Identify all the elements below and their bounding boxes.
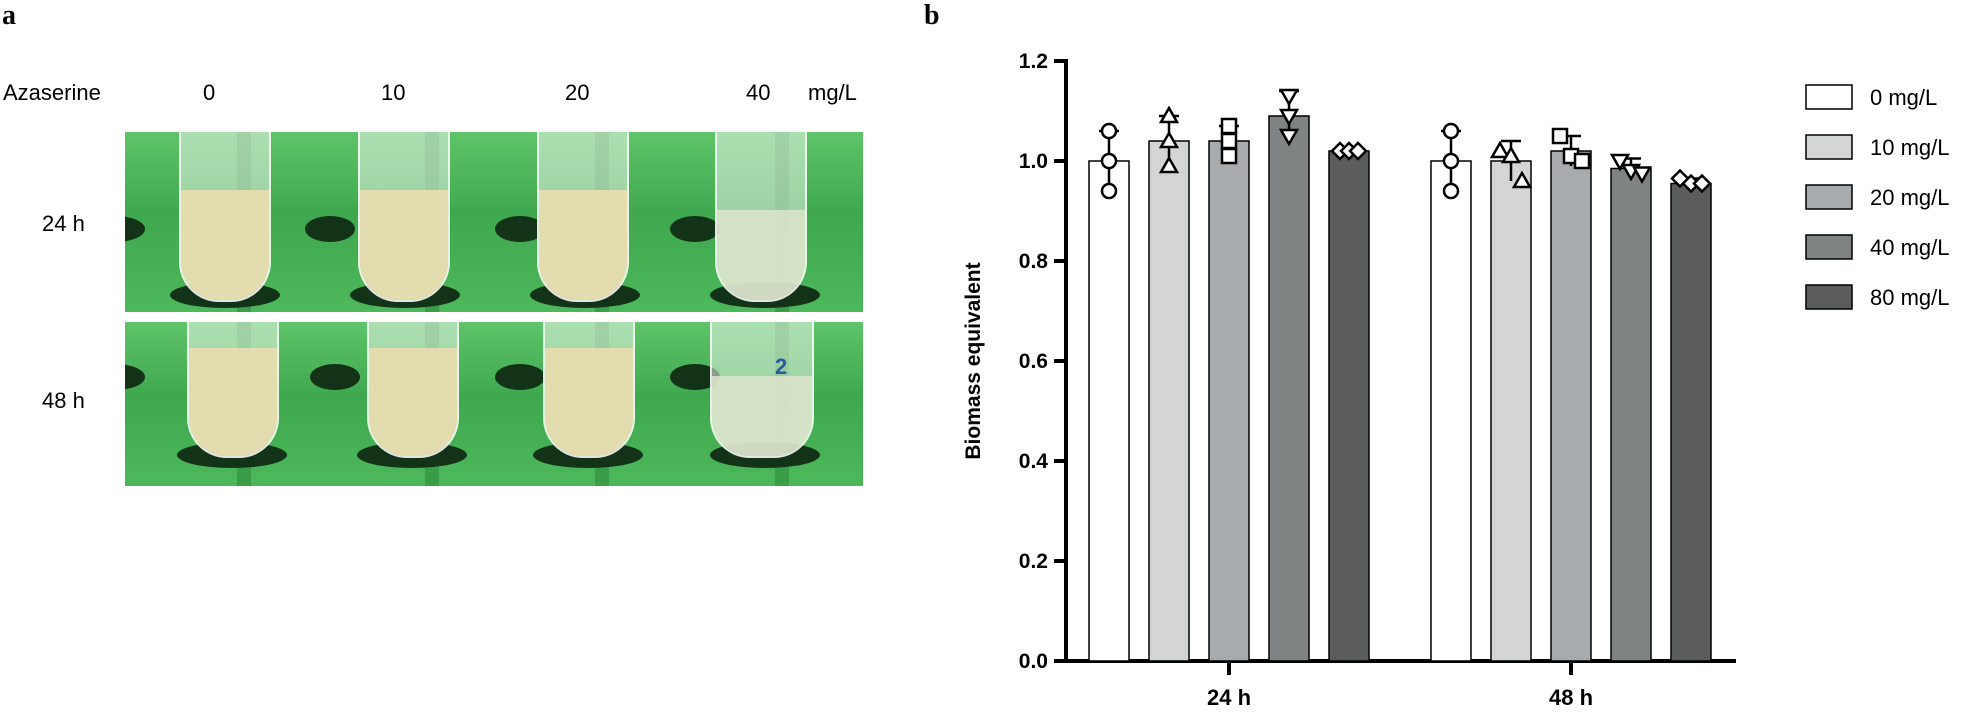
tube-graduation-mark: 2 — [775, 354, 788, 379]
bar-0-mg-l — [1088, 160, 1130, 662]
legend-label: 80 mg/L — [1870, 285, 1950, 310]
photo-24h — [125, 132, 863, 312]
data-point — [1220, 147, 1238, 165]
legend-label: 20 mg/L — [1870, 185, 1950, 210]
legend-swatch — [1805, 134, 1853, 160]
bar-20-mg-l — [1208, 140, 1250, 662]
conc-label-40: 40 — [746, 80, 771, 105]
bar-20-mg-l — [1550, 150, 1592, 662]
bar-10-mg-l — [1148, 140, 1190, 662]
legend-swatch — [1805, 84, 1853, 110]
data-point — [1500, 145, 1522, 164]
legend-label: 0 mg/L — [1870, 85, 1937, 110]
panel-label-a: a — [2, 0, 16, 31]
y-tick-label: 0.4 — [1019, 450, 1049, 473]
data-point — [1609, 153, 1631, 172]
data-point — [1511, 170, 1533, 189]
data-point — [1551, 127, 1569, 145]
test-tube — [179, 132, 271, 302]
data-point — [1442, 182, 1460, 200]
time-label-24h: 24 h — [42, 211, 85, 236]
data-point — [1278, 88, 1300, 107]
y-tick-label: 1.2 — [1019, 50, 1048, 73]
data-point — [1278, 108, 1300, 127]
data-point — [1158, 105, 1180, 124]
bar-80-mg-l — [1670, 182, 1712, 662]
time-label-48h: 48 h — [42, 388, 85, 413]
data-point — [1573, 152, 1591, 170]
unit-label: mg/L — [808, 80, 857, 105]
bar-40-mg-l — [1268, 115, 1310, 662]
test-tube — [543, 322, 635, 458]
bar-10-mg-l — [1490, 160, 1532, 662]
data-point — [1100, 182, 1118, 200]
bar-40-mg-l — [1610, 167, 1652, 662]
y-tick-label: 0.6 — [1019, 350, 1048, 373]
test-tube — [537, 132, 629, 302]
data-point — [1348, 141, 1368, 161]
conc-label-0: 0 — [203, 80, 216, 105]
data-point — [1158, 130, 1180, 149]
test-tube — [715, 132, 807, 302]
bar-0-mg-l — [1430, 160, 1472, 662]
data-point — [1278, 128, 1300, 147]
y-axis-label: Biomass equivalent — [962, 262, 985, 459]
legend-label: 10 mg/L — [1870, 135, 1950, 160]
test-tube — [358, 132, 450, 302]
data-point — [1442, 122, 1460, 140]
data-point — [1631, 166, 1653, 185]
x-tick-label: 48 h — [1549, 685, 1593, 710]
data-point — [1100, 152, 1118, 170]
data-point — [1100, 122, 1118, 140]
conc-label-20: 20 — [565, 80, 590, 105]
test-tube — [187, 322, 279, 458]
test-tube — [710, 322, 814, 458]
conc-label-10: 10 — [381, 80, 406, 105]
test-tube — [367, 322, 459, 458]
data-point — [1220, 117, 1238, 135]
y-tick-label: 0.2 — [1019, 550, 1048, 573]
data-point — [1442, 152, 1460, 170]
photo-48h: 2 — [125, 322, 863, 486]
x-tick-label: 24 h — [1207, 685, 1251, 710]
data-point — [1489, 140, 1511, 159]
y-tick-label: 1.0 — [1019, 150, 1048, 173]
panel-label-b: b — [924, 0, 940, 31]
data-point — [1692, 173, 1712, 194]
legend-label: 40 mg/L — [1870, 235, 1950, 260]
y-tick-label: 0.8 — [1019, 250, 1049, 273]
legend-swatch — [1805, 184, 1853, 210]
legend-swatch — [1805, 234, 1853, 260]
legend-swatch — [1805, 284, 1853, 310]
azaserine-label: Azaserine — [3, 80, 101, 105]
data-point — [1220, 132, 1238, 150]
data-point — [1158, 155, 1180, 174]
bar-80-mg-l — [1328, 150, 1370, 662]
y-tick-label: 0.0 — [1019, 650, 1048, 673]
